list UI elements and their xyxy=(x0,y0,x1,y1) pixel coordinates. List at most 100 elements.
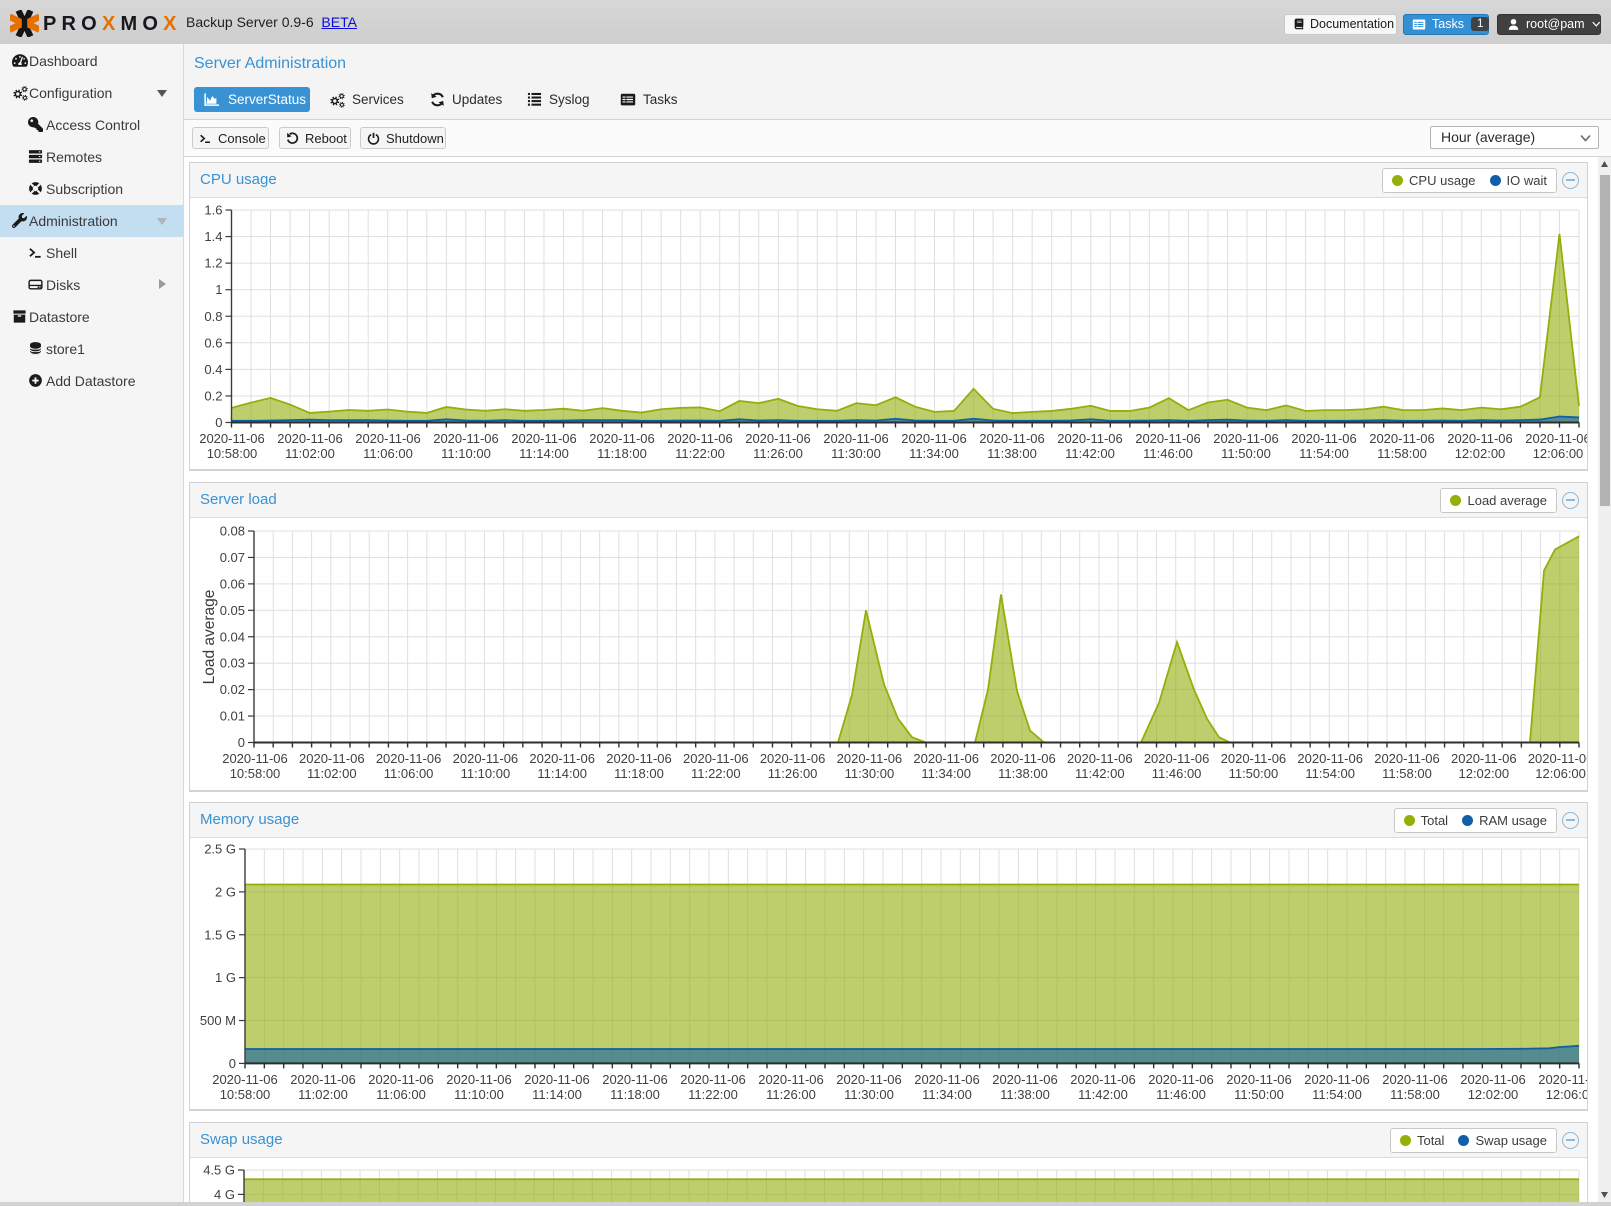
svg-text:2020-11-06: 2020-11-06 xyxy=(1057,431,1123,446)
svg-text:11:58:00: 11:58:00 xyxy=(1390,1087,1440,1102)
svg-text:11:14:00: 11:14:00 xyxy=(532,1087,582,1102)
svg-text:0.06: 0.06 xyxy=(220,576,245,591)
svg-text:11:30:00: 11:30:00 xyxy=(845,766,895,781)
svg-text:2020-11-06: 2020-11-06 xyxy=(992,1072,1058,1087)
svg-text:2020-11-06: 2020-11-06 xyxy=(1135,431,1201,446)
svg-text:11:42:00: 11:42:00 xyxy=(1078,1087,1128,1102)
svg-text:11:58:00: 11:58:00 xyxy=(1377,446,1427,461)
svg-text:11:06:00: 11:06:00 xyxy=(363,446,413,461)
svg-text:12:02:00: 12:02:00 xyxy=(1458,766,1509,781)
svg-text:500 M: 500 M xyxy=(200,1013,236,1028)
svg-text:11:38:00: 11:38:00 xyxy=(987,446,1037,461)
svg-text:12:06:00: 12:06:00 xyxy=(1546,1087,1587,1102)
svg-text:2020-11-06: 2020-11-06 xyxy=(199,431,265,446)
svg-text:2020-11-06: 2020-11-06 xyxy=(1148,1072,1214,1087)
svg-text:11:38:00: 11:38:00 xyxy=(998,766,1048,781)
svg-text:10:58:00: 10:58:00 xyxy=(207,446,258,461)
svg-text:2020-11-06: 2020-11-06 xyxy=(901,431,967,446)
svg-text:2020-11-06: 2020-11-06 xyxy=(745,431,811,446)
svg-text:1.4: 1.4 xyxy=(204,229,222,244)
svg-text:11:42:00: 11:42:00 xyxy=(1075,766,1125,781)
svg-text:0.05: 0.05 xyxy=(220,603,245,618)
svg-text:1.5 G: 1.5 G xyxy=(204,927,236,942)
svg-text:2020-11-06: 2020-11-06 xyxy=(680,1072,746,1087)
svg-text:11:30:00: 11:30:00 xyxy=(844,1087,894,1102)
svg-text:11:50:00: 11:50:00 xyxy=(1234,1087,1284,1102)
svg-text:2020-11-06: 2020-11-06 xyxy=(1382,1072,1448,1087)
svg-text:0.03: 0.03 xyxy=(220,656,245,671)
svg-text:2020-11-06: 2020-11-06 xyxy=(355,431,421,446)
svg-text:0.2: 0.2 xyxy=(204,388,222,403)
svg-text:2020-11-06: 2020-11-06 xyxy=(376,751,442,766)
svg-text:0.04: 0.04 xyxy=(220,629,245,644)
svg-text:11:34:00: 11:34:00 xyxy=(909,446,959,461)
svg-text:2020-11-06: 2020-11-06 xyxy=(1374,751,1440,766)
svg-text:2020-11-06: 2020-11-06 xyxy=(524,1072,590,1087)
svg-text:0.01: 0.01 xyxy=(220,709,245,724)
svg-text:4.5 G: 4.5 G xyxy=(203,1163,235,1178)
svg-text:2020-11-06: 2020-11-06 xyxy=(1226,1072,1292,1087)
svg-text:11:10:00: 11:10:00 xyxy=(461,766,511,781)
svg-text:2020-11-06: 2020-11-06 xyxy=(990,751,1056,766)
svg-text:11:14:00: 11:14:00 xyxy=(537,766,587,781)
svg-text:11:18:00: 11:18:00 xyxy=(614,766,664,781)
svg-text:2.5 G: 2.5 G xyxy=(204,842,236,857)
svg-text:2020-11-06: 2020-11-06 xyxy=(836,1072,902,1087)
svg-text:2020-11-06: 2020-11-06 xyxy=(1460,1072,1526,1087)
svg-text:12:02:00: 12:02:00 xyxy=(1468,1087,1519,1102)
svg-text:2020-11-06: 2020-11-06 xyxy=(290,1072,356,1087)
svg-text:11:38:00: 11:38:00 xyxy=(1000,1087,1050,1102)
svg-text:2020-11-06: 2020-11-06 xyxy=(1144,751,1210,766)
svg-text:1.6: 1.6 xyxy=(204,203,222,218)
svg-text:2020-11-06: 2020-11-06 xyxy=(913,751,979,766)
svg-text:11:06:00: 11:06:00 xyxy=(384,766,434,781)
svg-text:1.2: 1.2 xyxy=(204,256,222,271)
svg-text:2020-11-06: 2020-11-06 xyxy=(760,751,826,766)
svg-text:2020-11-06: 2020-11-06 xyxy=(683,751,749,766)
svg-text:11:26:00: 11:26:00 xyxy=(753,446,803,461)
svg-text:2020-11-06: 2020-11-06 xyxy=(1528,751,1587,766)
svg-text:2020-11-06: 2020-11-06 xyxy=(368,1072,434,1087)
svg-text:2020-11-06: 2020-11-06 xyxy=(758,1072,824,1087)
svg-text:2020-11-06: 2020-11-06 xyxy=(1525,431,1587,446)
svg-text:2020-11-06: 2020-11-06 xyxy=(667,431,733,446)
svg-text:11:02:00: 11:02:00 xyxy=(298,1087,348,1102)
svg-text:2020-11-06: 2020-11-06 xyxy=(1538,1072,1587,1087)
svg-text:10:58:00: 10:58:00 xyxy=(220,1087,271,1102)
svg-text:0: 0 xyxy=(238,735,245,750)
svg-text:11:54:00: 11:54:00 xyxy=(1312,1087,1362,1102)
svg-text:11:26:00: 11:26:00 xyxy=(768,766,818,781)
svg-text:11:22:00: 11:22:00 xyxy=(675,446,725,461)
svg-text:11:50:00: 11:50:00 xyxy=(1229,766,1279,781)
svg-text:2020-11-06: 2020-11-06 xyxy=(1447,431,1513,446)
svg-text:11:54:00: 11:54:00 xyxy=(1299,446,1349,461)
svg-text:2020-11-06: 2020-11-06 xyxy=(299,751,365,766)
svg-text:2020-11-06: 2020-11-06 xyxy=(222,751,288,766)
svg-text:11:02:00: 11:02:00 xyxy=(307,766,357,781)
svg-text:2020-11-06: 2020-11-06 xyxy=(589,431,655,446)
svg-text:12:06:00: 12:06:00 xyxy=(1533,446,1584,461)
svg-text:11:34:00: 11:34:00 xyxy=(921,766,971,781)
svg-text:2 G: 2 G xyxy=(215,884,236,899)
svg-text:2020-11-06: 2020-11-06 xyxy=(1070,1072,1136,1087)
svg-text:0.02: 0.02 xyxy=(220,682,245,697)
svg-text:11:14:00: 11:14:00 xyxy=(519,446,569,461)
svg-text:11:34:00: 11:34:00 xyxy=(922,1087,972,1102)
svg-text:0.4: 0.4 xyxy=(204,362,222,377)
svg-text:2020-11-06: 2020-11-06 xyxy=(1067,751,1133,766)
svg-text:0.08: 0.08 xyxy=(220,524,245,539)
svg-text:11:46:00: 11:46:00 xyxy=(1143,446,1193,461)
svg-text:1: 1 xyxy=(215,282,222,297)
svg-text:12:06:00: 12:06:00 xyxy=(1535,766,1586,781)
svg-text:11:18:00: 11:18:00 xyxy=(610,1087,660,1102)
svg-text:2020-11-06: 2020-11-06 xyxy=(277,431,343,446)
svg-text:12:02:00: 12:02:00 xyxy=(1455,446,1506,461)
svg-text:2020-11-06: 2020-11-06 xyxy=(446,1072,512,1087)
svg-text:11:54:00: 11:54:00 xyxy=(1305,766,1355,781)
svg-text:2020-11-06: 2020-11-06 xyxy=(433,431,499,446)
svg-text:2020-11-06: 2020-11-06 xyxy=(511,431,577,446)
svg-text:2020-11-06: 2020-11-06 xyxy=(1221,751,1287,766)
svg-text:11:42:00: 11:42:00 xyxy=(1065,446,1115,461)
svg-text:1 G: 1 G xyxy=(215,970,236,985)
svg-text:2020-11-06: 2020-11-06 xyxy=(529,751,595,766)
